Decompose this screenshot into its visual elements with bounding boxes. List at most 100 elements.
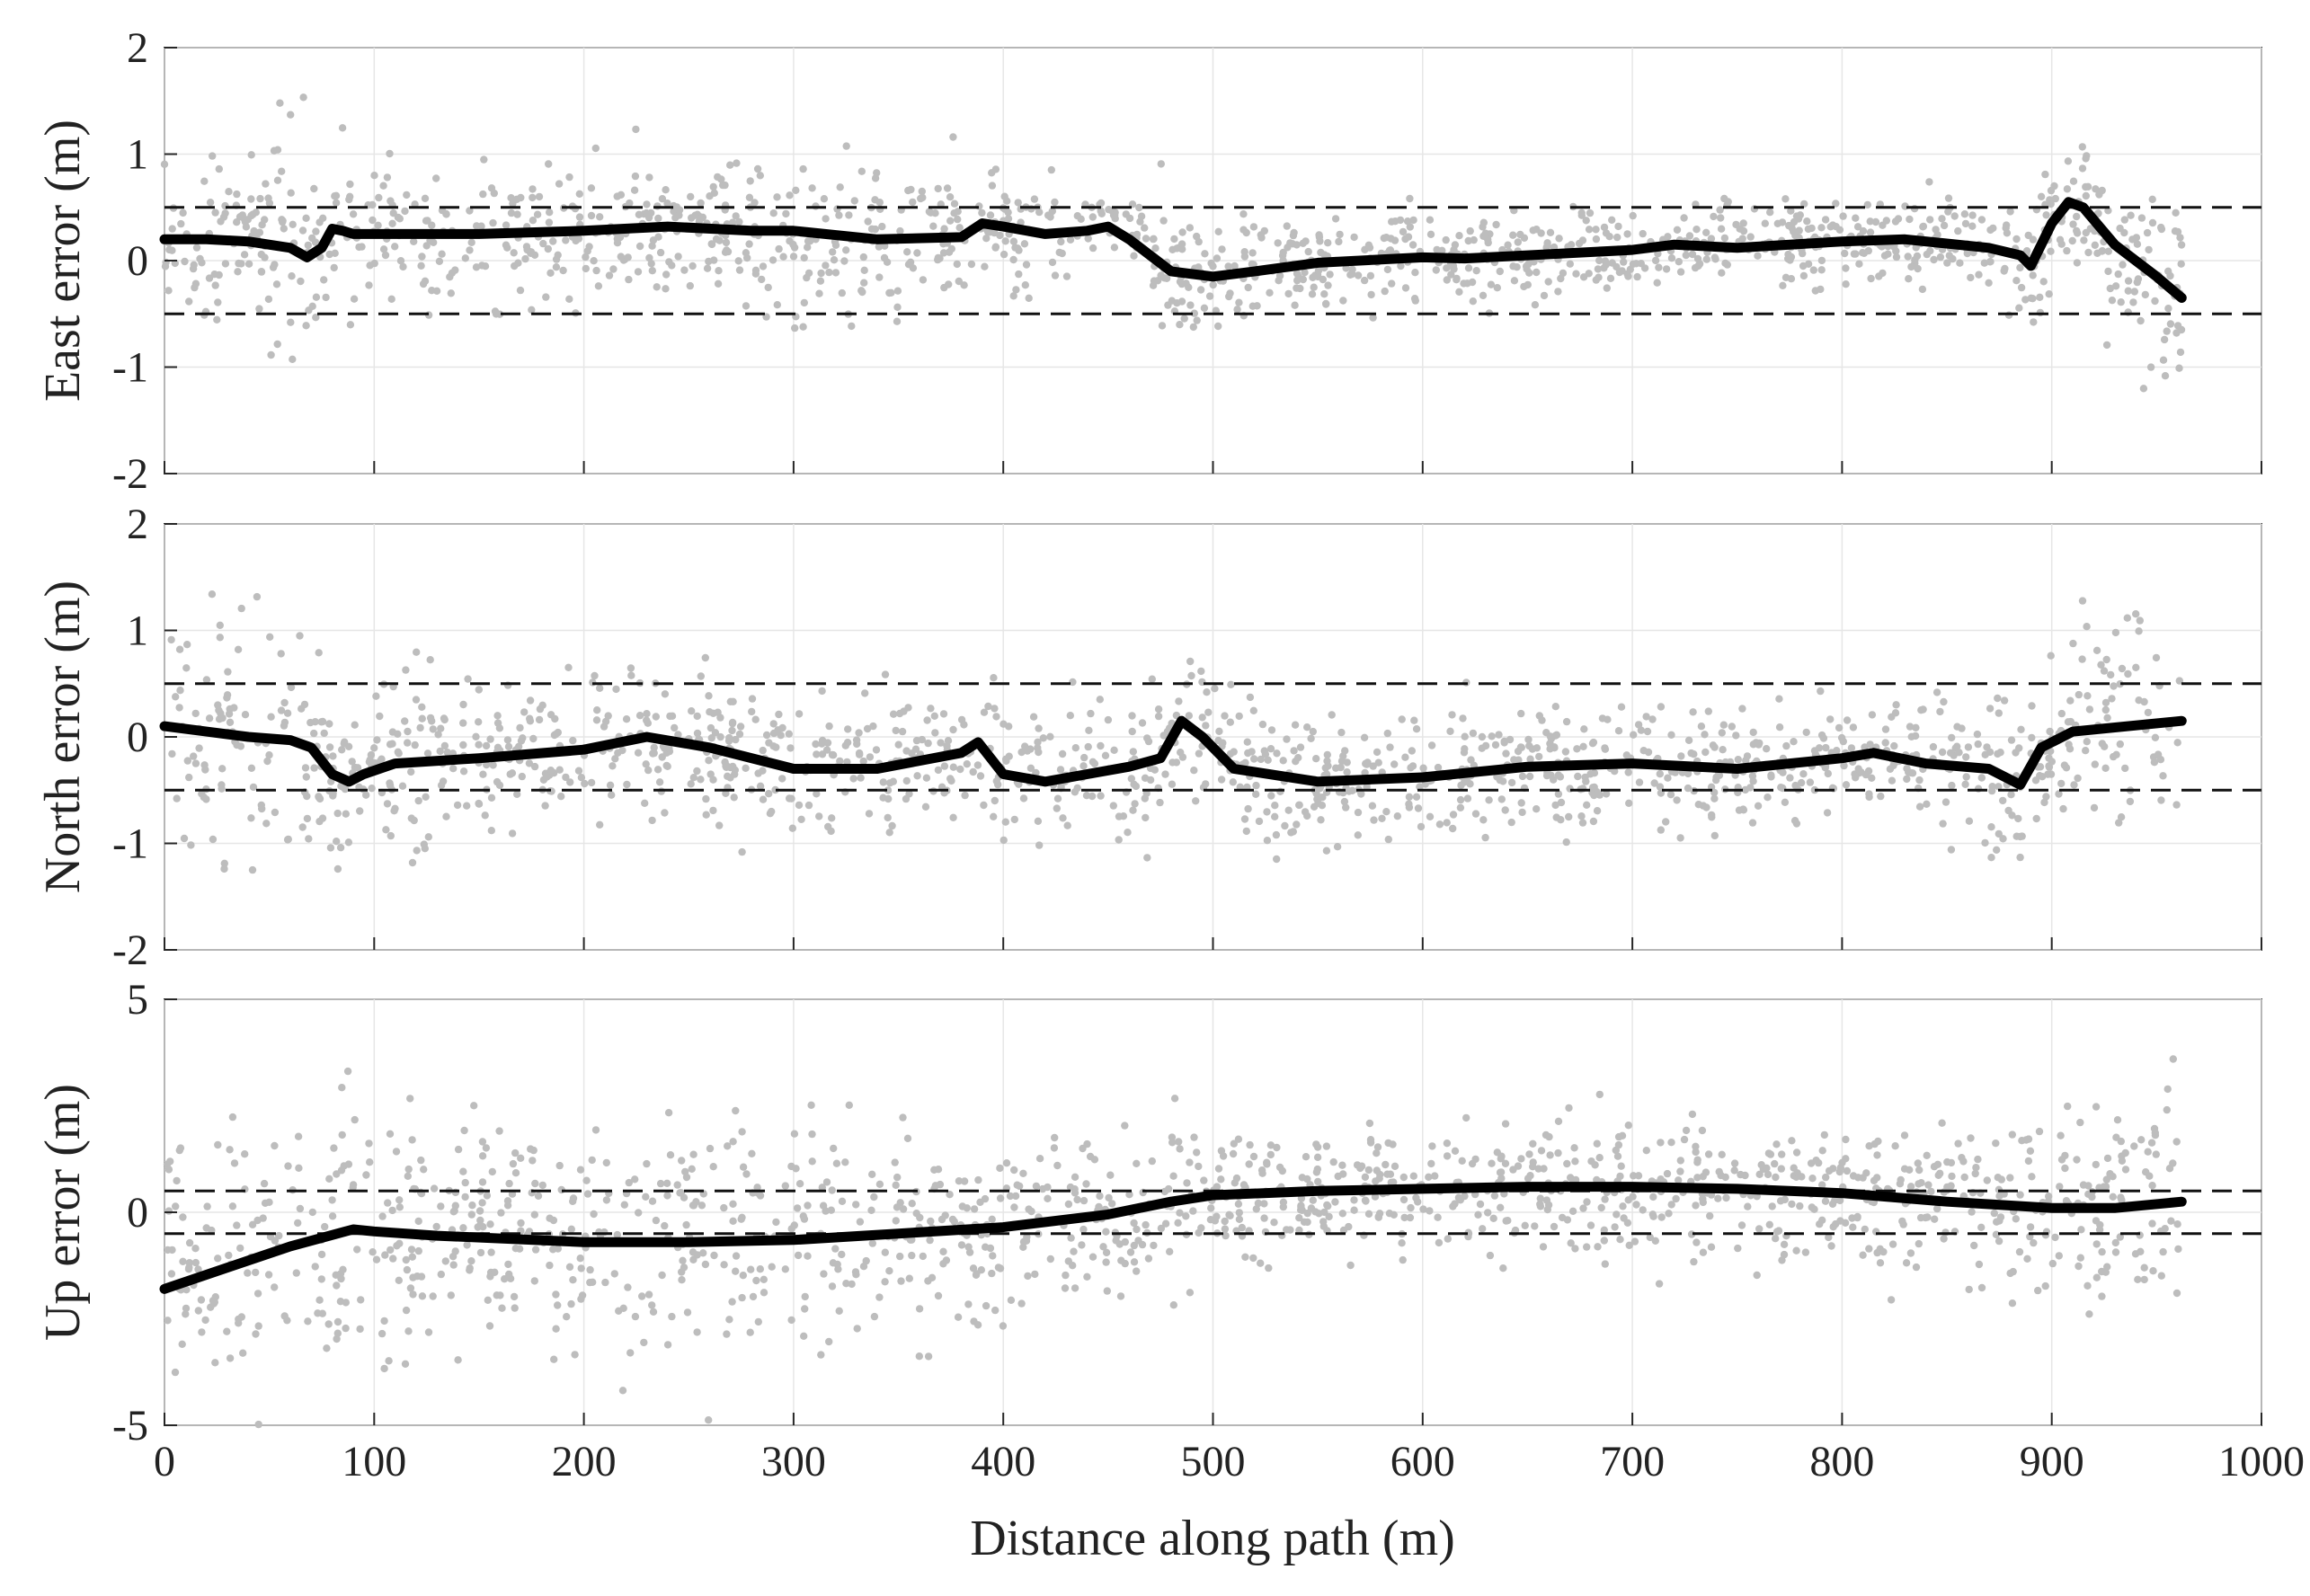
raw-point: [943, 741, 951, 750]
raw-point: [853, 1325, 861, 1333]
raw-point: [277, 650, 285, 658]
raw-point: [342, 1324, 350, 1333]
raw-point: [2041, 170, 2049, 179]
raw-point: [1841, 1219, 1850, 1228]
raw-point: [996, 1164, 1004, 1173]
raw-point: [1714, 1194, 1722, 1202]
raw-point: [1020, 240, 1029, 248]
raw-point: [2169, 1055, 2177, 1063]
raw-point: [1975, 270, 1983, 279]
raw-point: [2032, 814, 2040, 823]
raw-point: [1346, 1261, 1355, 1270]
raw-point: [1193, 232, 1201, 241]
raw-point: [2080, 236, 2088, 244]
raw-point: [388, 219, 396, 227]
raw-point: [489, 218, 497, 227]
raw-point: [1630, 1172, 1638, 1180]
raw-point: [697, 672, 705, 680]
raw-point: [1719, 746, 1727, 754]
raw-point: [2132, 663, 2140, 671]
raw-point: [1983, 1176, 1991, 1184]
raw-point: [1080, 753, 1088, 762]
raw-point: [1614, 1140, 1623, 1149]
raw-point: [408, 1136, 416, 1144]
raw-point: [256, 194, 264, 203]
raw-point: [440, 741, 449, 750]
raw-point: [1502, 749, 1510, 758]
raw-point: [369, 1248, 377, 1256]
raw-point: [638, 1292, 646, 1300]
raw-point: [663, 1341, 672, 1349]
raw-point: [1497, 1175, 1506, 1183]
raw-point: [2028, 1173, 2036, 1181]
raw-point: [237, 1313, 245, 1321]
raw-point: [734, 257, 742, 265]
raw-point: [567, 1299, 575, 1308]
raw-point: [1684, 784, 1693, 793]
raw-point: [1515, 756, 1523, 764]
raw-point: [596, 213, 604, 221]
raw-point: [203, 1202, 211, 1210]
raw-point: [255, 305, 263, 313]
raw-point: [2066, 745, 2075, 753]
raw-point: [934, 184, 942, 193]
raw-point: [463, 802, 471, 810]
raw-point: [769, 209, 777, 217]
raw-point: [1279, 248, 1287, 257]
raw-point: [1968, 222, 1977, 230]
raw-point: [703, 264, 712, 272]
raw-point: [287, 189, 295, 197]
raw-point: [648, 1301, 656, 1309]
raw-point: [653, 283, 661, 291]
raw-point: [1110, 244, 1119, 252]
raw-point: [1865, 1245, 1873, 1253]
raw-point: [386, 1130, 395, 1139]
raw-point: [1493, 284, 1502, 292]
raw-point: [1084, 742, 1092, 751]
raw-point: [235, 259, 243, 268]
raw-point: [2063, 246, 2071, 255]
raw-point: [1968, 211, 1977, 219]
raw-point: [482, 741, 491, 750]
raw-point: [517, 737, 526, 745]
raw-point: [1911, 256, 1919, 264]
raw-point: [902, 747, 911, 755]
raw-point: [280, 698, 289, 707]
raw-point: [1200, 1176, 1208, 1184]
raw-point: [211, 281, 219, 289]
raw-point: [1720, 194, 1728, 203]
raw-point: [1175, 697, 1183, 705]
raw-point: [1071, 1284, 1079, 1292]
raw-point: [2000, 696, 2009, 705]
raw-point: [479, 190, 487, 199]
raw-point: [1819, 734, 1828, 742]
raw-point: [275, 1231, 283, 1240]
raw-point: [1962, 753, 1970, 761]
raw-point: [859, 253, 867, 262]
raw-point: [403, 191, 411, 200]
raw-point: [772, 1218, 780, 1227]
raw-point: [508, 829, 517, 838]
raw-point: [1939, 820, 1947, 828]
raw-point: [466, 207, 474, 215]
raw-point: [753, 164, 762, 173]
raw-point: [1616, 1236, 1624, 1244]
raw-point: [319, 214, 327, 222]
raw-point: [1255, 817, 1264, 826]
raw-point: [381, 1251, 389, 1259]
raw-point: [588, 1156, 596, 1165]
raw-point: [1350, 1206, 1358, 1214]
raw-point: [484, 1296, 492, 1305]
raw-point: [1624, 272, 1632, 280]
raw-point: [1591, 1161, 1599, 1169]
raw-point: [273, 340, 281, 349]
raw-point: [1340, 797, 1349, 806]
raw-point: [493, 712, 502, 720]
raw-point: [542, 293, 550, 301]
raw-point: [373, 736, 381, 744]
raw-point: [1164, 1184, 1173, 1193]
raw-point: [546, 269, 555, 277]
raw-point: [1561, 748, 1570, 756]
raw-point: [1556, 773, 1565, 781]
raw-point: [1948, 1172, 1956, 1181]
